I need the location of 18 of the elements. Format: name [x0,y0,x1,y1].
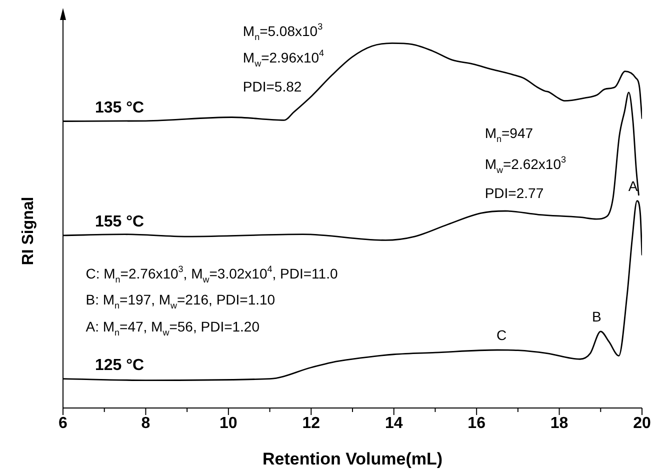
y-axis-title: RI Signal [20,196,37,266]
series-label: 125 °C [95,356,145,374]
x-tick-label: 12 [302,415,320,432]
annotation: B [592,308,602,324]
annotation: PDI=2.77 [484,184,544,201]
x-axis-title: Retention Volume(mL) [262,449,443,468]
x-tick-label: 14 [384,415,403,432]
annotation: C [496,326,507,343]
x-tick-label: 8 [141,415,150,432]
annotation: A [628,178,638,194]
annotation: PDI=5.82 [242,78,302,95]
x-tick-label: 20 [633,415,651,432]
x-tick-label: 10 [220,415,238,432]
x-tick-label: 16 [468,415,486,432]
x-tick-label: 6 [58,415,68,432]
x-tick-label: 18 [550,415,568,432]
series-label: 135 °C [95,99,145,116]
series-label: 155 °C [95,213,145,230]
